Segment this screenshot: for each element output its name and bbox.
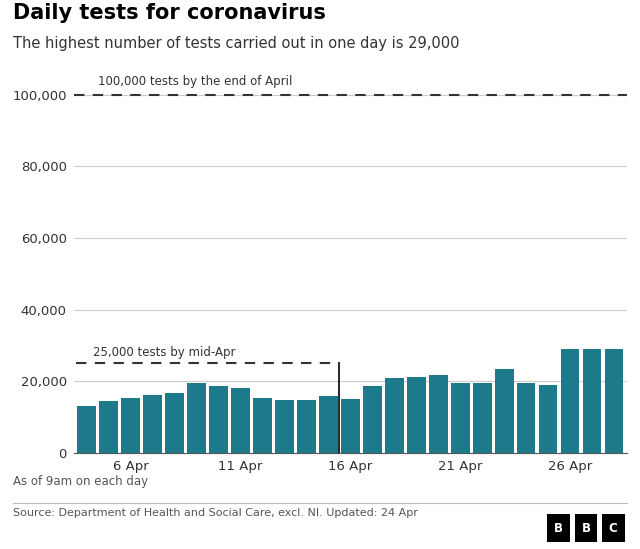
Bar [165, 393, 184, 453]
Bar [385, 378, 404, 453]
Bar [209, 386, 228, 453]
Bar [605, 349, 623, 453]
Text: As of 9am on each day: As of 9am on each day [13, 475, 148, 488]
Bar [319, 396, 338, 453]
Bar [473, 383, 492, 453]
Bar [539, 385, 557, 453]
Text: Source: Department of Health and Social Care, excl. NI. Updated: 24 Apr: Source: Department of Health and Social … [13, 508, 418, 518]
Bar [429, 375, 447, 453]
Bar [495, 369, 513, 453]
Text: B: B [582, 522, 591, 535]
FancyBboxPatch shape [575, 514, 597, 542]
Bar [99, 401, 118, 453]
Bar [253, 399, 272, 453]
Text: 25,000 tests by mid-Apr: 25,000 tests by mid-Apr [93, 346, 236, 359]
Bar [143, 395, 162, 453]
Bar [517, 383, 536, 453]
Bar [363, 386, 381, 453]
Bar [341, 399, 360, 453]
Bar [297, 400, 316, 453]
Bar [582, 349, 602, 453]
Bar [188, 383, 206, 453]
Text: Daily tests for coronavirus: Daily tests for coronavirus [13, 3, 326, 23]
Text: The highest number of tests carried out in one day is 29,000: The highest number of tests carried out … [13, 36, 460, 51]
Bar [275, 400, 294, 453]
Text: 100,000 tests by the end of April: 100,000 tests by the end of April [98, 75, 292, 88]
FancyBboxPatch shape [602, 514, 625, 542]
Bar [122, 399, 140, 453]
Bar [561, 349, 579, 453]
Text: B: B [554, 522, 563, 535]
FancyBboxPatch shape [547, 514, 570, 542]
Bar [451, 383, 470, 453]
Text: C: C [609, 522, 618, 535]
Bar [231, 388, 250, 453]
Bar [77, 406, 96, 453]
Bar [407, 377, 426, 453]
